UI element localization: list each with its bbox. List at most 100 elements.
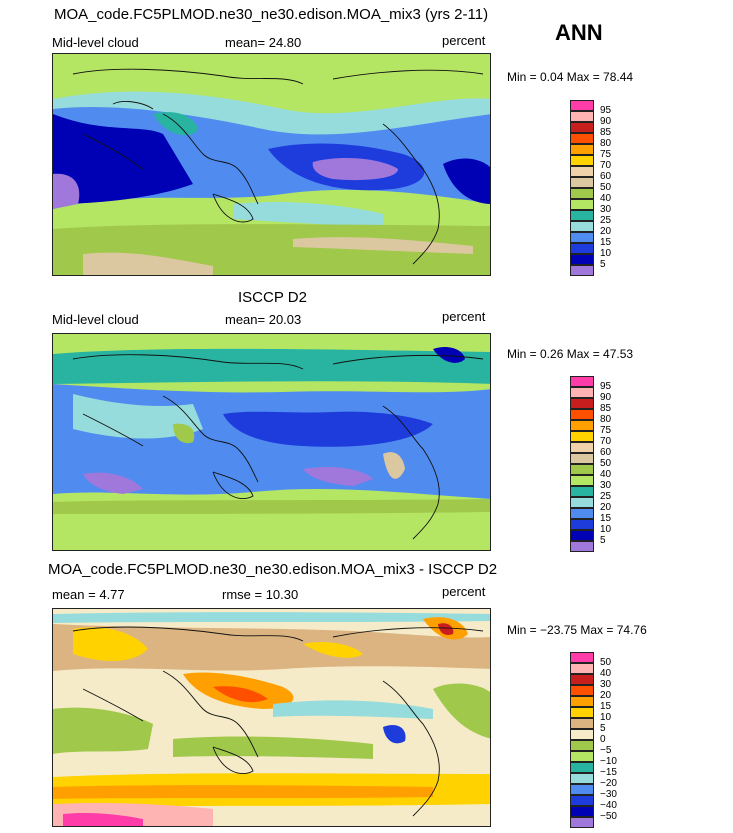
colorbar-tick-label: −40: [600, 800, 617, 811]
colorbar-tick-label: 95: [600, 105, 612, 116]
colorbar-tick-label: 30: [600, 480, 612, 491]
colorbar-tick-label: 60: [600, 447, 612, 458]
colorbar-swatch: [570, 784, 594, 795]
colorbar-swatch: [570, 475, 594, 486]
colorbar-swatch: [570, 464, 594, 475]
colorbar-tick-label: −30: [600, 789, 617, 800]
colorbar-swatch: [570, 166, 594, 177]
panel-title-diff: MOA_code.FC5PLMOD.ne30_ne30.edison.MOA_m…: [48, 561, 498, 578]
colorbar-swatch: [570, 210, 594, 221]
colorbar-swatch: [570, 254, 594, 265]
colorbar-tick-label: 80: [600, 414, 612, 425]
mean-label-diff: mean = 4.77: [52, 587, 125, 602]
colorbar-swatch: [570, 122, 594, 133]
colorbar-tick-label: 70: [600, 436, 612, 447]
minmax-label-diff: Min = −23.75 Max = 74.76: [507, 623, 647, 637]
colorbar-tick-label: 75: [600, 149, 612, 160]
minmax-label-obs: Min = 0.26 Max = 47.53: [507, 347, 634, 361]
rmse-label-diff: rmse = 10.30: [222, 587, 299, 602]
map-diff: [52, 608, 491, 827]
colorbar-swatch: [570, 740, 594, 751]
map-obs: [52, 333, 491, 551]
colorbar-swatch: [570, 442, 594, 453]
colorbar-tick-label: 10: [600, 248, 612, 259]
colorbar-swatch: [570, 409, 594, 420]
colorbar-tick-label: 85: [600, 403, 612, 414]
colorbar-swatch: [570, 707, 594, 718]
colorbar-swatch: [570, 265, 594, 276]
colorbar-tick-label: 90: [600, 116, 612, 127]
colorbar-swatch: [570, 133, 594, 144]
colorbar-tick-label: 5: [600, 259, 606, 270]
colorbar-tick-label: −20: [600, 778, 617, 789]
colorbar-tick-label: 40: [600, 668, 612, 679]
colorbar-swatch: [570, 431, 594, 442]
colorbar-swatch: [570, 762, 594, 773]
colorbar-tick-label: 30: [600, 679, 612, 690]
colorbar-swatch: [570, 751, 594, 762]
colorbar-tick-label: 25: [600, 215, 612, 226]
colorbar-tick-label: 80: [600, 138, 612, 149]
colorbar-swatch: [570, 243, 594, 254]
colorbar-tick-label: 15: [600, 701, 612, 712]
colorbar-swatch: [570, 530, 594, 541]
colorbar-swatch: [570, 398, 594, 409]
colorbar-tick-label: 15: [600, 513, 612, 524]
colorbar-tick-label: −5: [600, 745, 612, 756]
colorbar-tick-label: 15: [600, 237, 612, 248]
colorbar-tick-label: 50: [600, 458, 612, 469]
colorbar-swatch: [570, 497, 594, 508]
minmax-label-model: Min = 0.04 Max = 78.44: [507, 70, 634, 84]
colorbar-swatch: [570, 420, 594, 431]
panel-title-obs: ISCCP D2: [238, 289, 307, 306]
colorbar-tick-label: 10: [600, 524, 612, 535]
colorbar-swatch: [570, 155, 594, 166]
colorbar-swatch: [570, 718, 594, 729]
colorbar-tick-label: 20: [600, 502, 612, 513]
colorbar-tick-label: 50: [600, 182, 612, 193]
colorbar-tick-label: 20: [600, 690, 612, 701]
colorbar-swatch: [570, 508, 594, 519]
colorbar-swatch: [570, 177, 594, 188]
colorbar-tick-label: −15: [600, 767, 617, 778]
colorbar-tick-label: 0: [600, 734, 606, 745]
colorbar-tick-label: 50: [600, 657, 612, 668]
colorbar-swatch: [570, 221, 594, 232]
colorbar-swatch: [570, 806, 594, 817]
colorbar-swatch: [570, 111, 594, 122]
colorbar-swatch: [570, 773, 594, 784]
map-model: [52, 53, 491, 276]
units-label-obs: percent: [442, 309, 486, 324]
colorbar-tick-label: −10: [600, 756, 617, 767]
colorbar-tick-label: 40: [600, 469, 612, 480]
season-label: ANN: [555, 20, 603, 45]
colorbar-swatch: [570, 188, 594, 199]
colorbar-tick-label: 5: [600, 535, 606, 546]
units-label-diff: percent: [442, 584, 486, 599]
mean-label-model: mean= 24.80: [225, 35, 302, 50]
colorbar-swatch: [570, 486, 594, 497]
colorbar-tick-label: 60: [600, 171, 612, 182]
mean-label-obs: mean= 20.03: [225, 312, 302, 327]
colorbar-swatch: [570, 199, 594, 210]
colorbar-swatch: [570, 817, 594, 828]
colorbar-tick-label: −50: [600, 811, 617, 822]
colorbar-tick-label: 30: [600, 204, 612, 215]
colorbar-tick-label: 70: [600, 160, 612, 171]
colorbar-swatch: [570, 696, 594, 707]
colorbar-swatch: [570, 663, 594, 674]
colorbar-swatch: [570, 541, 594, 552]
colorbar-tick-label: 40: [600, 193, 612, 204]
colorbar-tick-label: 90: [600, 392, 612, 403]
colorbar-tick-label: 75: [600, 425, 612, 436]
colorbar-swatch: [570, 795, 594, 806]
colorbar-swatch: [570, 519, 594, 530]
colorbar-tick-label: 85: [600, 127, 612, 138]
colorbar-swatch: [570, 729, 594, 740]
colorbar-tick-label: 5: [600, 723, 606, 734]
colorbar-swatch: [570, 232, 594, 243]
colorbar-swatch: [570, 387, 594, 398]
colorbar-tick-label: 20: [600, 226, 612, 237]
colorbar-tick-label: 95: [600, 381, 612, 392]
colorbar-swatch: [570, 100, 594, 111]
